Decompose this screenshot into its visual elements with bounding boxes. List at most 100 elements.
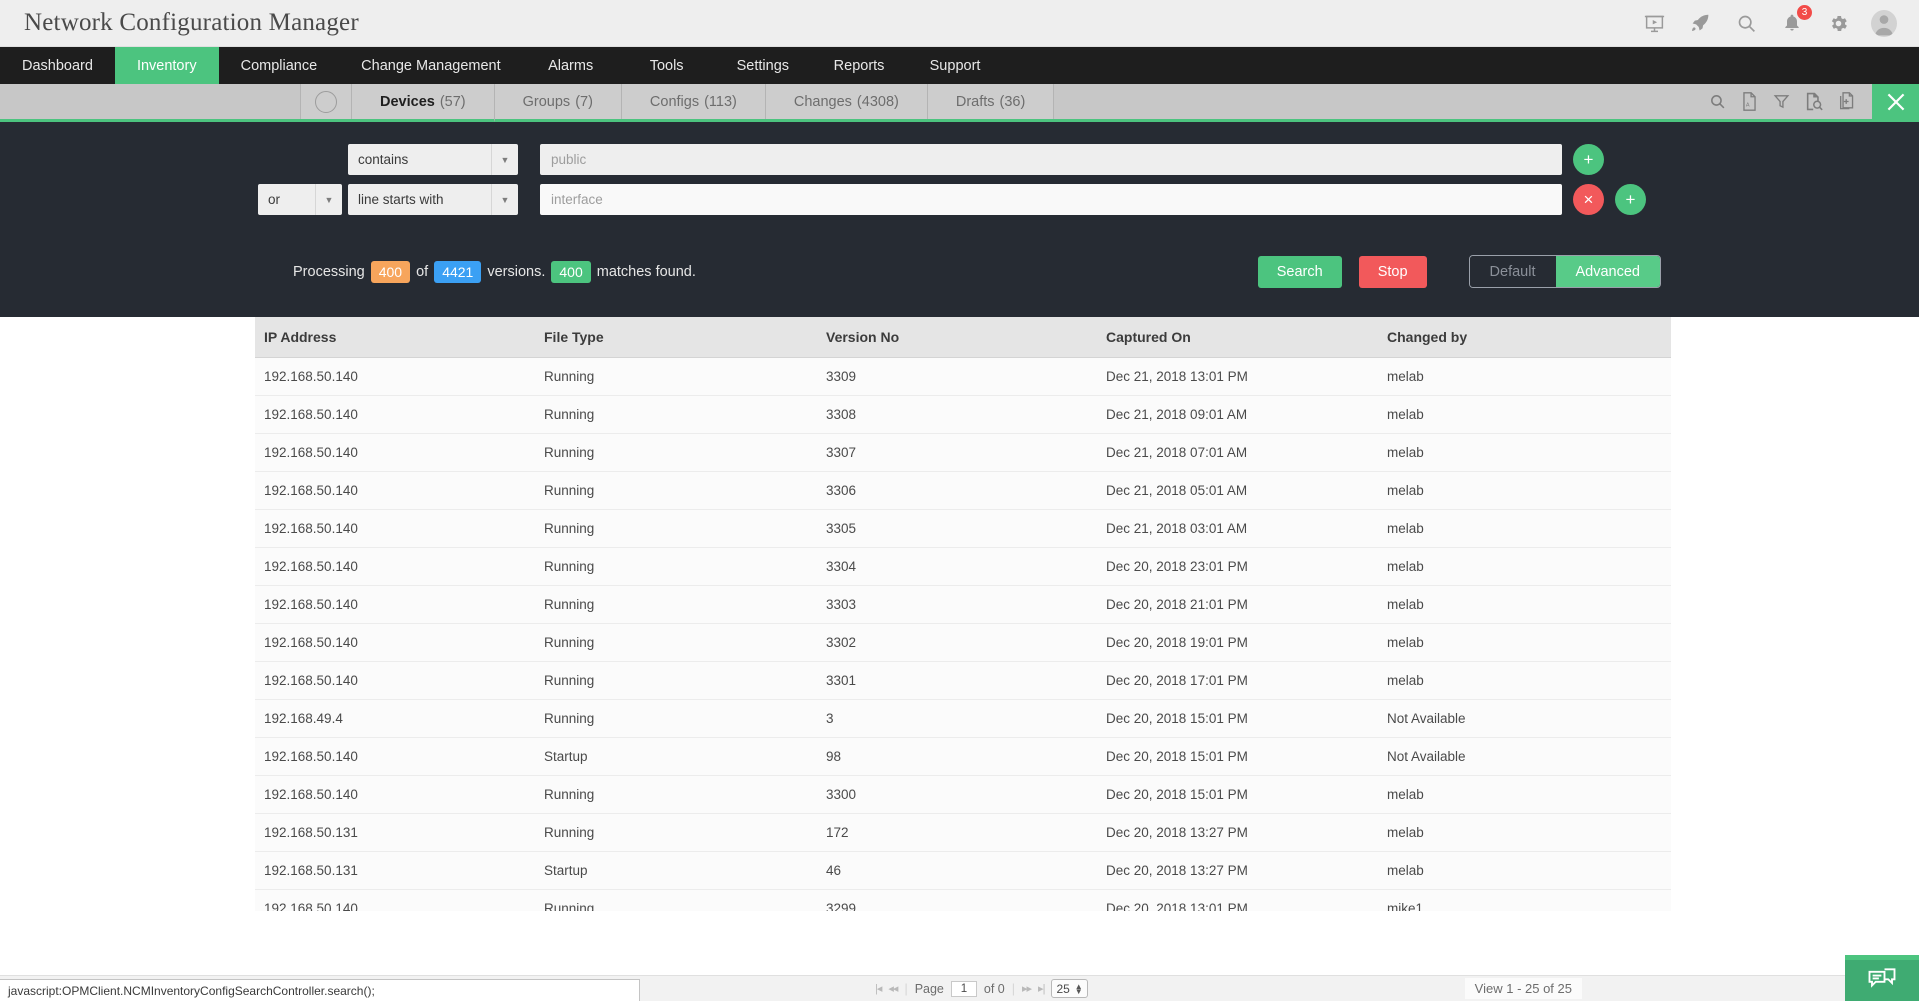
- tab-drafts[interactable]: Drafts (36): [927, 84, 1055, 119]
- cell-version-no: 3309: [817, 357, 1097, 396]
- nav-item-tools[interactable]: Tools: [649, 57, 684, 74]
- table-row[interactable]: 192.168.50.140 Running 3302 Dec 20, 2018 19…: [255, 623, 1671, 662]
- tab-devices-count: (57): [439, 93, 466, 110]
- cell-version-no: 3300: [817, 775, 1097, 814]
- cell-version-no: 3306: [817, 471, 1097, 510]
- cell-captured-on: Dec 20, 2018 13:27 PM: [1097, 851, 1378, 890]
- mode-advanced-option[interactable]: Advanced: [1555, 256, 1660, 287]
- table-row[interactable]: 192.168.50.140 Running 3300 Dec 20, 2018 15…: [255, 775, 1671, 814]
- mode-default-option[interactable]: Default: [1469, 256, 1556, 287]
- remove-criterion-button-2[interactable]: ×: [1573, 184, 1604, 215]
- column-header-version-no[interactable]: Version No: [817, 317, 1097, 358]
- table-row[interactable]: 192.168.50.131 Startup 46 Dec 20, 2018 13:2…: [255, 851, 1671, 890]
- table-row[interactable]: 192.168.50.140 Running 3308 Dec 21, 2018 09…: [255, 395, 1671, 434]
- tab-devices[interactable]: Devices (57): [352, 84, 495, 122]
- table-row[interactable]: 192.168.50.140 Running 3301 Dec 20, 2018 17…: [255, 661, 1671, 700]
- table-row[interactable]: 192.168.50.140 Running 3309 Dec 21, 2018 13…: [255, 357, 1671, 396]
- nav-item-support[interactable]: Support: [929, 57, 981, 74]
- tab-configs[interactable]: Configs (113): [621, 84, 766, 119]
- cell-version-no: 172: [817, 813, 1097, 852]
- processing-prefix-label: Processing: [293, 263, 365, 280]
- bell-icon[interactable]: 3: [1779, 5, 1812, 36]
- search-status-bar: Processing 400 of 4421 versions. 400 mat…: [0, 255, 1919, 288]
- column-header-captured-on[interactable]: Captured On: [1097, 317, 1378, 358]
- filter-icon[interactable]: [1773, 93, 1790, 110]
- search-icon[interactable]: [1733, 10, 1759, 36]
- nav-item-reports[interactable]: Reports: [833, 57, 885, 74]
- pager-divider: |: [904, 981, 908, 996]
- cell-changed-by: melab: [1378, 851, 1671, 890]
- table-row[interactable]: 192.168.50.140 Startup 98 Dec 20, 2018 15:0…: [255, 737, 1671, 776]
- cell-file-type: Running: [535, 661, 817, 700]
- nav-item-compliance[interactable]: Compliance: [240, 57, 318, 74]
- table-row[interactable]: 192.168.50.140 Running 3303 Dec 20, 2018 21…: [255, 585, 1671, 624]
- table-row[interactable]: 192.168.50.140 Running 3304 Dec 20, 2018 23…: [255, 547, 1671, 586]
- record-range-label: View 1 - 25 of 25: [1464, 978, 1582, 999]
- table-row[interactable]: 192.168.50.140 Running 3306 Dec 21, 2018 05…: [255, 471, 1671, 510]
- close-panel-button[interactable]: [1872, 84, 1919, 119]
- operator-select-2[interactable]: line starts with ▼: [348, 184, 518, 215]
- page-size-value: 25: [1056, 981, 1070, 996]
- column-header-ip-address[interactable]: IP Address: [255, 317, 535, 358]
- column-header-changed-by[interactable]: Changed by: [1378, 317, 1671, 358]
- cell-ip-address: 192.168.50.140: [255, 737, 535, 776]
- tab-configs-label: Configs: [649, 93, 700, 110]
- cell-version-no: 3308: [817, 395, 1097, 434]
- logic-operator-select-2[interactable]: or ▼: [258, 184, 342, 215]
- presentation-icon[interactable]: [1641, 10, 1667, 36]
- browser-status-url: javascript:OPMClient.NCMInventoryConfigS…: [0, 979, 640, 1001]
- compare-config-icon[interactable]: [1838, 92, 1856, 111]
- search-criterion-row-2: or ▼ line starts with ▼ × +: [0, 184, 1919, 215]
- last-page-button[interactable]: ▸|: [1038, 983, 1045, 995]
- processing-status: Processing 400 of 4421 versions. 400 mat…: [293, 260, 696, 283]
- cell-version-no: 3307: [817, 433, 1097, 472]
- tab-changes[interactable]: Changes (4308): [765, 84, 928, 119]
- previous-page-button[interactable]: ◂◂: [888, 983, 898, 995]
- table-row[interactable]: 192.168.50.140 Running 3307 Dec 21, 2018 07…: [255, 433, 1671, 472]
- header-icon-group: 3: [1641, 5, 1897, 37]
- config-search-icon[interactable]: [1805, 92, 1823, 111]
- stepper-icon: ▲ ▼: [1074, 981, 1083, 996]
- pdf-export-icon[interactable]: A: [1741, 92, 1758, 111]
- rocket-icon[interactable]: [1687, 10, 1713, 36]
- avatar[interactable]: [1871, 9, 1897, 37]
- stop-button[interactable]: Stop: [1358, 255, 1427, 288]
- cell-ip-address: 192.168.49.4: [255, 699, 535, 738]
- nav-item-change-management[interactable]: Change Management: [361, 57, 501, 74]
- page-number-input[interactable]: [950, 980, 977, 997]
- nav-item-alarms[interactable]: Alarms: [548, 57, 594, 74]
- cell-captured-on: Dec 20, 2018 19:01 PM: [1097, 623, 1378, 662]
- table-row[interactable]: 192.168.50.131 Running 172 Dec 20, 2018 13:…: [255, 813, 1671, 852]
- gear-icon[interactable]: [1825, 10, 1851, 36]
- cell-version-no: 3301: [817, 661, 1097, 700]
- cell-changed-by: melab: [1378, 775, 1671, 814]
- next-page-button[interactable]: ▸▸: [1022, 983, 1032, 995]
- nav-item-dashboard[interactable]: Dashboard: [22, 57, 93, 74]
- add-criterion-button-1[interactable]: +: [1573, 144, 1604, 175]
- cell-file-type: Running: [535, 471, 817, 510]
- cell-file-type: Running: [535, 585, 817, 624]
- first-page-button[interactable]: |◂: [875, 983, 882, 995]
- operator-select-1[interactable]: contains ▼: [348, 144, 518, 175]
- matches-count-badge: 400: [551, 260, 591, 283]
- notification-badge: 3: [1797, 5, 1812, 20]
- add-criterion-button-2[interactable]: +: [1615, 184, 1646, 215]
- processing-of-label: of: [416, 263, 429, 280]
- nav-item-settings[interactable]: Settings: [736, 57, 790, 74]
- search-button[interactable]: Search: [1257, 255, 1342, 288]
- column-header-file-type[interactable]: File Type: [535, 317, 817, 358]
- page-size-select[interactable]: 25 ▲ ▼: [1051, 979, 1088, 998]
- chat-support-button[interactable]: [1845, 955, 1919, 1001]
- table-row[interactable]: 192.168.50.140 Running 3299 Dec 20, 2018 13…: [255, 889, 1671, 911]
- search-icon[interactable]: [1709, 93, 1726, 110]
- table-row[interactable]: 192.168.49.4 Running 3 Dec 20, 2018 15:01 P…: [255, 699, 1671, 738]
- cell-file-type: Running: [535, 433, 817, 472]
- tab-bar-spacer: [1054, 84, 1699, 119]
- nav-item-inventory[interactable]: Inventory: [114, 47, 219, 84]
- tab-groups[interactable]: Groups (7): [494, 84, 622, 119]
- cell-ip-address: 192.168.50.140: [255, 471, 535, 510]
- table-row[interactable]: 192.168.50.140 Running 3305 Dec 21, 2018 03…: [255, 509, 1671, 548]
- search-value-input-2[interactable]: [540, 184, 1562, 215]
- cell-captured-on: Dec 20, 2018 13:01 PM: [1097, 889, 1378, 911]
- search-value-input-1[interactable]: [540, 144, 1562, 175]
